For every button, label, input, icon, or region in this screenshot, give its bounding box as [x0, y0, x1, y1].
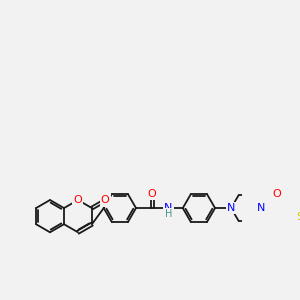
Text: H: H [165, 209, 172, 219]
Text: N: N [164, 203, 172, 213]
Text: O: O [101, 195, 110, 206]
Text: S: S [296, 212, 300, 222]
Text: O: O [74, 195, 82, 205]
Text: O: O [273, 189, 281, 200]
Text: N: N [257, 203, 265, 213]
Text: O: O [148, 189, 157, 200]
Text: N: N [227, 203, 236, 213]
Text: N: N [227, 203, 236, 213]
